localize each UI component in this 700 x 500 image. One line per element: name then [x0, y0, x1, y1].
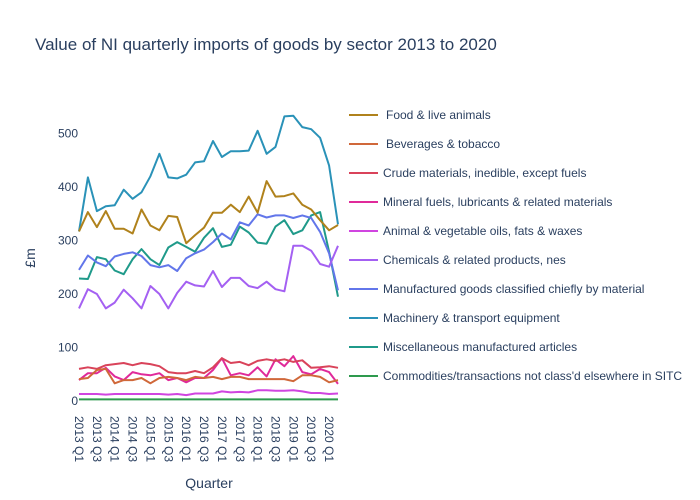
y-tick-label: 100: [58, 341, 78, 355]
x-tick-label: 2018 Q3: [268, 416, 282, 462]
series-line[interactable]: [78, 244, 339, 310]
series-line[interactable]: [79, 389, 339, 397]
legend: Food & live animals Beverages & tobacco Cr…: [349, 108, 682, 383]
series-line[interactable]: [78, 213, 339, 291]
x-tick-label: 2019 Q1: [286, 416, 300, 462]
x-tick-label: 2013 Q1: [72, 416, 86, 462]
series-line[interactable]: [78, 367, 339, 385]
x-tick-label: 2014 Q1: [108, 416, 122, 462]
y-tick-label: 0: [71, 394, 78, 408]
series-line[interactable]: [78, 211, 339, 297]
legend-label: Commodities/transactions not class'd els…: [383, 369, 682, 383]
x-axis: 2013 Q1 2013 Q3 2014 Q1 2014 Q3 2015 Q1 2015 …: [72, 416, 336, 462]
y-tick-label: 200: [58, 287, 78, 301]
legend-label: Chemicals & related products, nes: [383, 253, 566, 267]
legend-label: Manufactured goods classified chiefly by…: [383, 282, 644, 296]
x-tick-label: 2016 Q3: [197, 416, 211, 462]
x-tick-label: 2019 Q3: [304, 416, 318, 462]
x-tick-label: 2017 Q1: [215, 416, 229, 462]
x-tick-label: 2014 Q3: [126, 416, 140, 462]
legend-label: Machinery & transport equipment: [383, 311, 560, 325]
legend-label: Food & live animals: [386, 108, 491, 122]
legend-item[interactable]: Animal & vegetable oils, fats & waxes: [349, 224, 582, 238]
legend-item[interactable]: Mineral fuels, lubricants & related mate…: [349, 195, 612, 209]
series-line[interactable]: [78, 114, 339, 232]
x-tick-label: 2015 Q3: [161, 416, 175, 462]
x-tick-label: 2017 Q3: [233, 416, 247, 462]
y-tick-label: 500: [58, 127, 78, 141]
legend-item[interactable]: Crude materials, inedible, except fuels: [349, 166, 586, 180]
series-line[interactable]: [78, 180, 339, 245]
chart-title: Value of NI quarterly imports of goods b…: [35, 35, 497, 54]
x-tick-label: 2015 Q1: [143, 416, 157, 462]
legend-label: Crude materials, inedible, except fuels: [383, 166, 586, 180]
legend-item[interactable]: Food & live animals: [349, 108, 491, 122]
legend-label: Animal & vegetable oils, fats & waxes: [383, 224, 582, 238]
legend-item[interactable]: Beverages & tobacco: [349, 137, 500, 151]
y-tick-label: 300: [58, 234, 78, 248]
legend-label: Beverages & tobacco: [386, 137, 500, 151]
plot-area: [78, 114, 339, 401]
legend-item[interactable]: Chemicals & related products, nes: [349, 253, 566, 267]
x-tick-label: 2016 Q1: [179, 416, 193, 462]
legend-item[interactable]: Miscellaneous manufactured articles: [349, 340, 577, 354]
x-tick-label: 2013 Q3: [90, 416, 104, 462]
legend-item[interactable]: Manufactured goods classified chiefly by…: [349, 282, 644, 296]
y-axis-title: £m: [22, 248, 38, 267]
legend-item[interactable]: Commodities/transactions not class'd els…: [349, 369, 682, 383]
x-tick-label: 2020 Q1: [322, 416, 336, 462]
series-line[interactable]: [78, 357, 339, 375]
series-line[interactable]: [78, 355, 339, 385]
legend-label: Miscellaneous manufactured articles: [383, 340, 577, 354]
legend-label: Mineral fuels, lubricants & related mate…: [383, 195, 612, 209]
y-tick-label: 400: [58, 180, 78, 194]
x-axis-title: Quarter: [185, 475, 233, 491]
x-tick-label: 2018 Q1: [251, 416, 265, 462]
y-axis: 0 100 200 300 400 500: [58, 127, 78, 409]
legend-item[interactable]: Machinery & transport equipment: [349, 311, 560, 325]
